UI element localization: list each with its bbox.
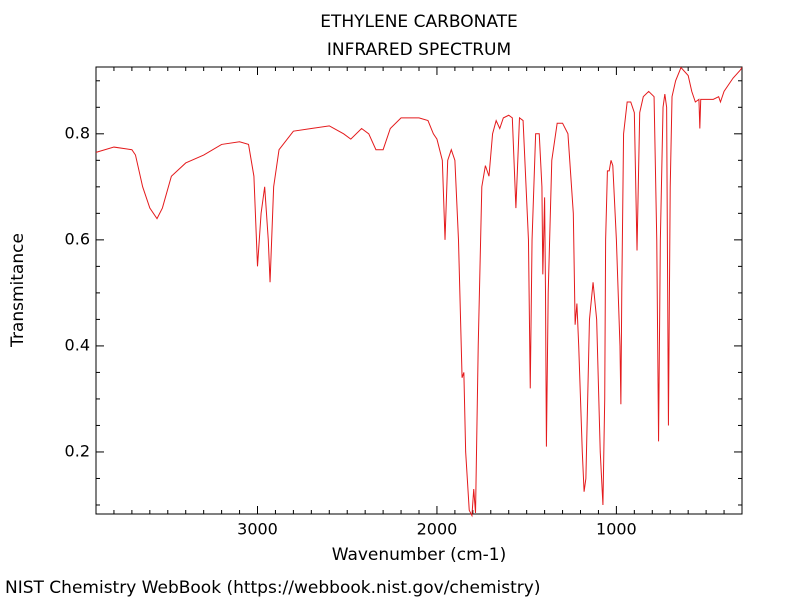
y-tick-label: 0.4 <box>65 335 90 354</box>
x-tick-label: 1000 <box>596 520 637 539</box>
chart-title: ETHYLENE CARBONATE <box>320 12 518 32</box>
y-tick-label: 0.6 <box>65 229 90 248</box>
y-tick-label: 0.2 <box>65 441 90 460</box>
chart-subtitle: INFRARED SPECTRUM <box>327 40 511 60</box>
x-axis-label: Wavenumber (cm-1) <box>332 545 507 565</box>
y-tick-label: 0.8 <box>65 123 90 142</box>
plot-frame <box>95 66 743 515</box>
source-note: NIST Chemistry WebBook (https://webbook.… <box>5 578 540 598</box>
x-tick-label: 3000 <box>237 520 278 539</box>
spectrum-line <box>95 66 743 518</box>
y-axis-label: Transmitance <box>8 233 28 348</box>
x-tick-label: 2000 <box>417 520 458 539</box>
